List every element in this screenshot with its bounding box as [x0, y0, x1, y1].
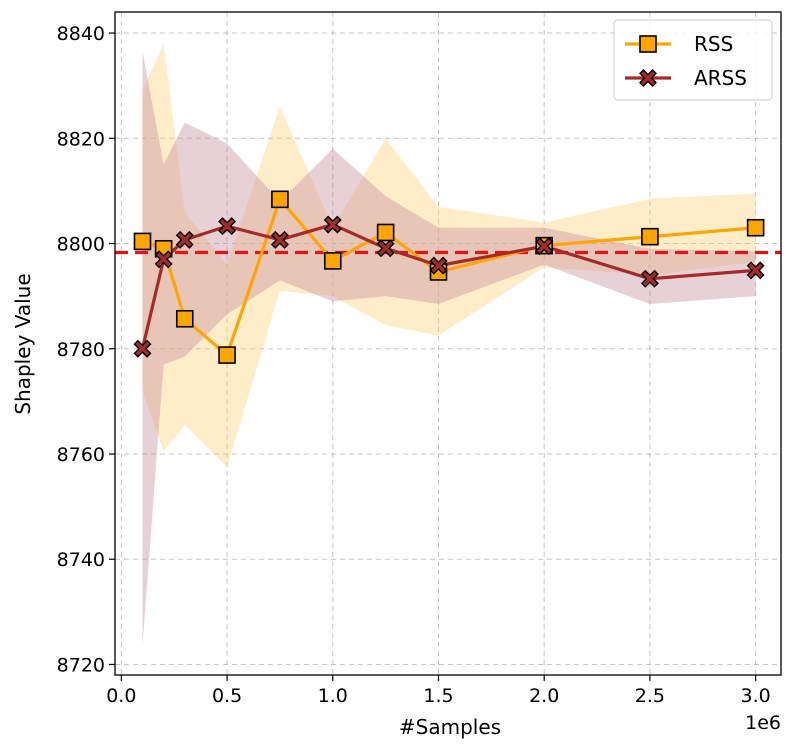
x-axis-ticks: 0.0 0.5 1.0 1.5 2.0 2.5 3.0: [106, 675, 771, 707]
arss-confidence-band: [142, 51, 756, 647]
arss-data-point: [133, 339, 152, 358]
series-markers: [133, 190, 765, 364]
x-tick-label: 2.5: [635, 685, 665, 707]
grid: [115, 12, 781, 675]
x-axis-offset-label: 1e6: [745, 712, 781, 734]
rss-confidence-band: [142, 43, 756, 468]
y-axis-title: Shapley Value: [11, 273, 35, 414]
legend-rss-label: RSS: [694, 32, 733, 56]
arss-data-point: [535, 237, 554, 256]
legend-arss-marker: [639, 69, 657, 87]
rss-data-point: [175, 309, 194, 328]
arss-data-point: [429, 256, 448, 275]
rss-data-point: [746, 218, 765, 237]
rss-data-point: [376, 223, 395, 242]
y-axis-ticks: 8720 8740 8760 8780 8800 8820 8840: [57, 23, 115, 676]
legend-rss-marker: [639, 35, 657, 53]
legend-arss-label: ARSS: [694, 66, 747, 90]
x-tick-label: 0.5: [212, 685, 242, 707]
y-tick-label: 8740: [57, 549, 105, 571]
x-tick-label: 1.5: [423, 685, 453, 707]
y-tick-label: 8780: [57, 339, 105, 361]
rss-data-point: [323, 252, 342, 270]
y-tick-label: 8800: [57, 234, 105, 256]
rss-data-point: [133, 232, 152, 251]
rss-data-point: [271, 190, 289, 209]
y-tick-label: 8760: [57, 444, 105, 466]
y-tick-label: 8820: [57, 128, 105, 150]
arss-data-point: [746, 261, 765, 280]
x-tick-label: 2.0: [529, 685, 559, 707]
arss-data-point: [323, 215, 342, 234]
rss-data-point: [641, 227, 659, 246]
legend-frame: [613, 19, 773, 101]
legend: RSS ARSS: [613, 19, 773, 101]
x-tick-label: 0.0: [106, 685, 136, 707]
x-tick-label: 3.0: [741, 685, 771, 707]
y-tick-label: 8720: [57, 654, 105, 676]
arss-data-point: [175, 230, 194, 249]
x-tick-label: 1.0: [318, 685, 348, 707]
y-tick-label: 8840: [57, 23, 105, 45]
arss-data-point: [218, 217, 237, 236]
arss-data-point: [270, 230, 289, 249]
rss-data-point: [218, 346, 236, 364]
arss-data-point: [376, 239, 395, 258]
plot-frame: [114, 11, 782, 676]
arss-data-point: [640, 269, 659, 288]
x-axis-title: #Samples: [399, 715, 501, 739]
confidence-bands: [142, 43, 756, 647]
arss-data-point: [154, 250, 173, 269]
